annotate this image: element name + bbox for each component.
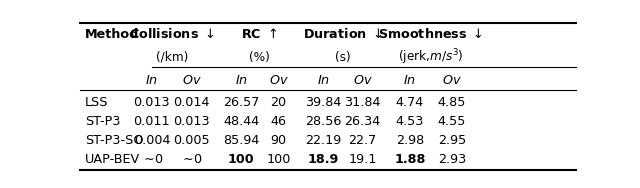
Text: 2.98: 2.98 (396, 134, 424, 147)
Text: 1.88: 1.88 (394, 153, 426, 166)
Text: $\mathit{In}$: $\mathit{In}$ (403, 74, 417, 87)
Text: 2.93: 2.93 (438, 153, 466, 166)
Text: 100: 100 (266, 153, 291, 166)
Text: 0.013: 0.013 (173, 115, 210, 128)
Text: 0.005: 0.005 (173, 134, 210, 147)
Text: 28.56: 28.56 (305, 115, 341, 128)
Text: ST-P3: ST-P3 (85, 115, 120, 128)
Text: 90: 90 (270, 134, 287, 147)
Text: Collisions $\downarrow$: Collisions $\downarrow$ (129, 27, 214, 41)
Text: 4.55: 4.55 (438, 115, 466, 128)
Text: (%): (%) (249, 51, 270, 64)
Text: 39.84: 39.84 (305, 96, 341, 109)
Text: 0.011: 0.011 (134, 115, 170, 128)
Text: 4.85: 4.85 (438, 96, 466, 109)
Text: 0.013: 0.013 (134, 96, 170, 109)
Text: ST-P3-SO: ST-P3-SO (85, 134, 143, 147)
Text: 18.9: 18.9 (307, 153, 339, 166)
Text: 22.19: 22.19 (305, 134, 341, 147)
Text: 26.57: 26.57 (223, 96, 259, 109)
Text: 100: 100 (228, 153, 255, 166)
Text: $\sim\!0$: $\sim\!0$ (180, 153, 203, 166)
Text: UAP-BEV: UAP-BEV (85, 153, 140, 166)
Text: 85.94: 85.94 (223, 134, 259, 147)
Text: $\mathit{In}$: $\mathit{In}$ (145, 74, 159, 87)
Text: 31.84: 31.84 (344, 96, 381, 109)
Text: Smoothness $\downarrow$: Smoothness $\downarrow$ (378, 27, 483, 41)
Text: 4.53: 4.53 (396, 115, 424, 128)
Text: $\mathit{In}$: $\mathit{In}$ (235, 74, 248, 87)
Text: 19.1: 19.1 (349, 153, 377, 166)
Text: LSS: LSS (85, 96, 108, 109)
Text: 4.74: 4.74 (396, 96, 424, 109)
Text: 22.7: 22.7 (349, 134, 377, 147)
Text: 0.004: 0.004 (134, 134, 170, 147)
Text: 20: 20 (270, 96, 287, 109)
Text: $\mathit{Ov}$: $\mathit{Ov}$ (269, 74, 288, 87)
Text: $\mathit{Ov}$: $\mathit{Ov}$ (182, 74, 202, 87)
Text: RC $\uparrow$: RC $\uparrow$ (241, 27, 278, 41)
Text: (jerk,$m/s^3$): (jerk,$m/s^3$) (398, 48, 463, 67)
Text: $\mathit{In}$: $\mathit{In}$ (317, 74, 330, 87)
Text: Duration $\downarrow$: Duration $\downarrow$ (303, 27, 383, 41)
Text: 2.95: 2.95 (438, 134, 466, 147)
Text: Method: Method (85, 28, 140, 41)
Text: (/km): (/km) (156, 51, 188, 64)
Text: 48.44: 48.44 (223, 115, 259, 128)
Text: $\mathit{Ov}$: $\mathit{Ov}$ (442, 74, 462, 87)
Text: (s): (s) (335, 51, 351, 64)
Text: 0.014: 0.014 (173, 96, 210, 109)
Text: $\mathit{Ov}$: $\mathit{Ov}$ (353, 74, 372, 87)
Text: $\sim\!0$: $\sim\!0$ (141, 153, 163, 166)
Text: 26.34: 26.34 (344, 115, 381, 128)
Text: 46: 46 (270, 115, 287, 128)
